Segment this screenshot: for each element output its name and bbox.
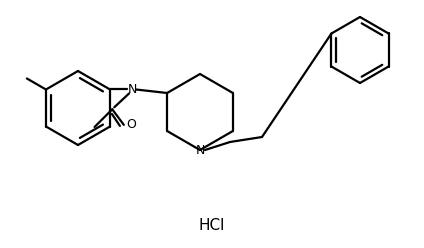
Text: N: N <box>127 83 137 96</box>
Text: N: N <box>195 144 205 156</box>
Text: HCl: HCl <box>199 217 225 233</box>
Text: O: O <box>126 118 136 131</box>
